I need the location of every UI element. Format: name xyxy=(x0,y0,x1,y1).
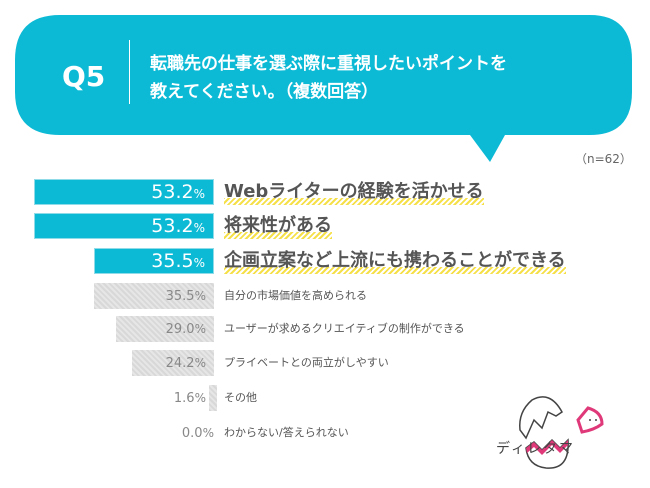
percent-sign: % xyxy=(193,221,205,235)
bar-row: 1.6% その他 xyxy=(0,385,650,411)
data-label: 29.0 xyxy=(165,322,195,337)
bar-row: 0.0% わからない/答えられない xyxy=(0,420,650,446)
percent-sign: % xyxy=(202,426,214,440)
question-bubble xyxy=(15,15,632,162)
percent-sign: % xyxy=(194,289,206,303)
bar: 24.2% xyxy=(132,350,214,376)
category-label: プライベートとの両立がしやすい xyxy=(224,356,389,369)
percent-sign: % xyxy=(193,256,205,270)
data-label: 35.5 xyxy=(165,289,195,304)
percent-sign: % xyxy=(193,187,205,201)
percent-sign: % xyxy=(194,322,206,336)
category-label: 企画立案など上流にも携わることができる xyxy=(224,248,566,274)
category-label: Webライターの経験を活かせる xyxy=(224,179,484,205)
bar-row: 29.0% ユーザーが求めるクリエイティブの制作ができる xyxy=(0,316,650,342)
brand-logo-text: ディレタマ xyxy=(496,441,576,457)
bar: 35.5% xyxy=(94,283,214,309)
bar-row: 35.5% 企画立案など上流にも携わることができる xyxy=(0,248,650,274)
bar-row: 53.2% Webライターの経験を活かせる xyxy=(0,179,650,205)
data-label: 53.2 xyxy=(151,181,194,203)
bar-row: 35.5% 自分の市場価値を高められる xyxy=(0,283,650,309)
title-line-2: 教えてください。（複数回答） xyxy=(150,82,379,102)
data-label: 0.0 xyxy=(181,426,203,441)
data-label: 53.2 xyxy=(151,215,194,237)
sample-size: （n=62） xyxy=(575,152,632,166)
category-label: 自分の市場価値を高められる xyxy=(224,289,367,302)
question-number: Q5 xyxy=(62,60,106,93)
bar: 1.6% xyxy=(174,385,217,411)
bar: 53.2% xyxy=(34,213,214,239)
percent-sign: % xyxy=(194,356,206,370)
percent-sign: % xyxy=(194,391,206,405)
divider xyxy=(129,40,130,104)
bar-row: 53.2% 将来性がある xyxy=(0,213,650,239)
data-label: 24.2 xyxy=(165,356,195,371)
category-label: 将来性がある xyxy=(224,213,332,239)
data-label: 1.6 xyxy=(173,391,195,406)
bar-row: 24.2% プライベートとの両立がしやすい xyxy=(0,350,650,376)
category-label: わからない/答えられない xyxy=(224,426,349,439)
question-title: 転職先の仕事を選ぶ際に重視したいポイントを 教えてください。（複数回答） xyxy=(150,50,507,106)
bar: 0.0% xyxy=(182,420,222,446)
egg-logo-icon xyxy=(519,396,604,469)
data-label: 35.5 xyxy=(151,250,194,272)
category-label: その他 xyxy=(224,391,257,404)
bar: 35.5% xyxy=(94,248,214,274)
title-line-1: 転職先の仕事を選ぶ際に重視したいポイントを xyxy=(150,54,507,74)
bar: 53.2% xyxy=(34,179,214,205)
category-label: ユーザーが求めるクリエイティブの制作ができる xyxy=(224,322,465,335)
bar: 29.0% xyxy=(115,316,214,342)
